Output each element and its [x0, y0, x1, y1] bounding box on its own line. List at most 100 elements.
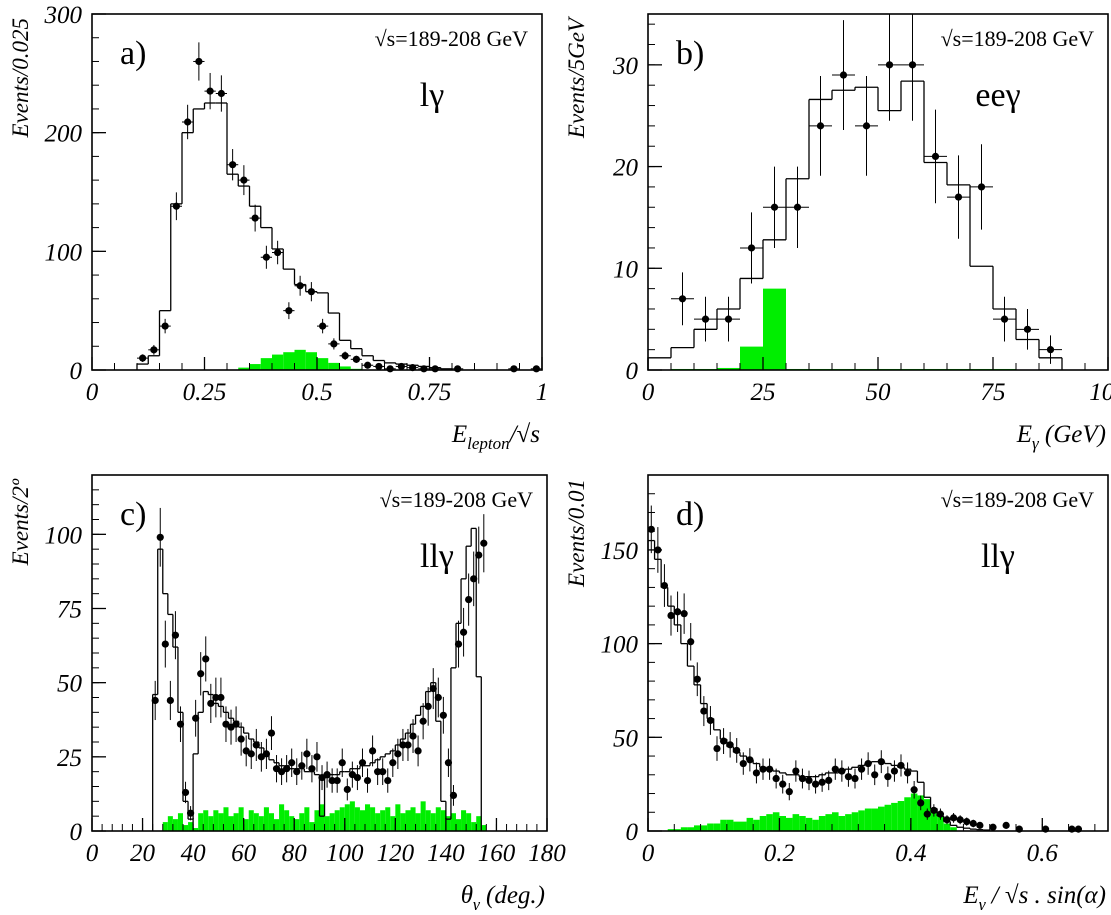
x-tick-label: 160 [478, 840, 516, 867]
background-bin [248, 810, 254, 831]
channel-label: lγ [420, 77, 444, 114]
panel-label: a) [120, 35, 146, 72]
background-bin [740, 346, 763, 370]
x-tick-label: 0.5 [301, 379, 332, 406]
background-bin [370, 807, 376, 831]
data-points-layer [151, 507, 488, 821]
data-point [713, 744, 721, 753]
data-point [667, 611, 675, 620]
background-bin [687, 827, 694, 831]
background-bin [329, 813, 335, 831]
data-point [399, 741, 407, 749]
data-point [871, 771, 879, 779]
data-point [358, 759, 367, 767]
background-bin [838, 816, 846, 831]
y-tick-label: 0 [626, 819, 639, 846]
x-axis-label-suffix: / √s . sin(α) [985, 882, 1106, 909]
panel-d: 0 0.2 0.4 0.6 0 50 100 150 d) √s=189-208 GeV ll… [564, 474, 1109, 914]
x-tick-label: 0.25 [183, 379, 227, 406]
background-bin [203, 810, 209, 831]
data-point [1002, 821, 1010, 829]
data-point [212, 693, 220, 702]
x-tick-label: 0.75 [408, 379, 452, 406]
y-tick-label: 10 [613, 256, 639, 283]
data-point [184, 118, 192, 126]
data-point [229, 161, 237, 169]
background-bin [720, 819, 727, 831]
background-bin [198, 813, 204, 831]
data-point [252, 741, 260, 749]
data-point [409, 732, 417, 740]
background-bin [410, 807, 416, 831]
data-point [444, 759, 453, 767]
data-point [397, 362, 405, 371]
data-point [298, 762, 306, 770]
data-point [793, 203, 802, 211]
background-bin [268, 813, 274, 831]
data-point [217, 693, 225, 702]
data-point [678, 295, 687, 303]
background-bin [805, 817, 813, 831]
background-bin [818, 816, 826, 831]
data-point [330, 340, 338, 348]
background-bin [792, 814, 800, 831]
data-point [247, 750, 255, 758]
background-histogram-layer [671, 288, 1016, 370]
mc-histogram-layer [647, 539, 991, 831]
data-point [825, 776, 833, 785]
data-point [343, 785, 351, 794]
y-tick-label: 200 [45, 121, 83, 148]
data-point [368, 747, 377, 755]
x-axis-label-main: θ [461, 882, 473, 909]
x-tick-label: 100 [326, 840, 364, 867]
background-bin [726, 819, 734, 831]
x-axis-label-main: E [451, 421, 467, 448]
data-point [439, 711, 447, 719]
x-tick-label: 180 [528, 840, 566, 867]
background-bin [274, 819, 280, 831]
y-tick-label: 25 [57, 745, 82, 772]
data-point [747, 244, 756, 252]
data-point [333, 776, 341, 785]
background-bin [314, 810, 320, 831]
data-point [532, 365, 540, 373]
axes-layer: 0 20 40 60 80 100 120 140 160 180 0 25 50 75 100 [45, 474, 566, 867]
data-point [404, 741, 412, 749]
data-point [251, 214, 259, 222]
background-bin [238, 807, 244, 831]
y-tick-label: 20 [613, 155, 639, 182]
background-histogram-layer [162, 801, 487, 831]
x-tick-label: 40 [181, 840, 207, 867]
background-bin [763, 288, 786, 370]
y-tick-label: 30 [612, 53, 639, 80]
data-point [719, 737, 728, 745]
background-bin [233, 813, 239, 831]
x-tick-label: 100 [1089, 379, 1111, 406]
x-axis-label-sub: γ [473, 895, 481, 910]
background-bin [667, 829, 675, 831]
background-bin [845, 814, 852, 831]
background-bin [471, 822, 477, 831]
data-point [262, 253, 270, 261]
background-bin [753, 819, 760, 831]
axes-layer: 0 0.2 0.4 0.6 0 50 100 150 [601, 474, 1109, 867]
energy-label: √s=189-208 GeV [380, 487, 534, 512]
data-point [1046, 346, 1055, 354]
background-bin [415, 813, 421, 831]
data-point [283, 765, 291, 773]
y-tick-label: 100 [601, 632, 639, 659]
data-point [288, 759, 296, 767]
x-axis-label: Eγ (GeV) [1016, 421, 1106, 453]
data-point [197, 670, 205, 678]
data-point [844, 773, 853, 781]
background-bin [249, 364, 261, 370]
background-bin [339, 366, 351, 370]
data-point [673, 608, 682, 616]
background-bin [746, 817, 754, 831]
y-axis-label: Events/0.01 [564, 479, 589, 588]
data-point [195, 57, 203, 66]
panel-label: b) [676, 35, 704, 72]
channel-label: eeγ [975, 77, 1020, 114]
x-tick-label: 0.2 [764, 840, 795, 867]
